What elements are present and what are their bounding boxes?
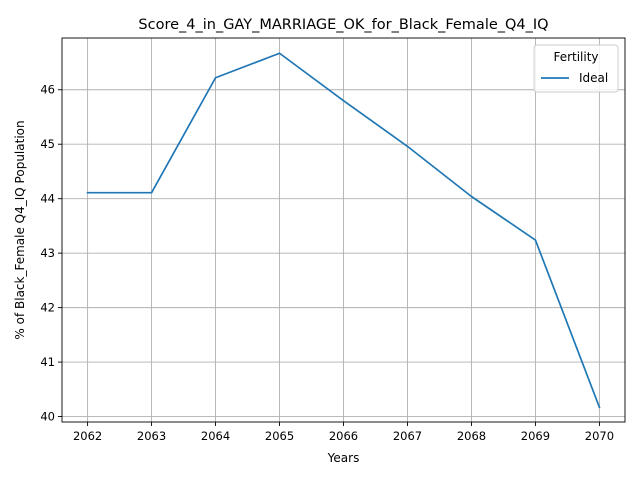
x-tick-label: 2066 [329, 429, 358, 443]
x-tick-label: 2069 [521, 429, 550, 443]
y-tick-label: 41 [40, 355, 55, 369]
legend-title: Fertility [553, 50, 598, 64]
x-axis-label: Years [327, 451, 360, 465]
y-axis-ticks: 40 41 42 43 44 45 46 [40, 83, 62, 424]
y-tick-label: 44 [40, 192, 55, 206]
series-lines [86, 52, 601, 409]
y-tick-label: 46 [40, 83, 55, 97]
chart-title: Score_4_in_GAY_MARRIAGE_OK_for_Black_Fem… [138, 17, 548, 33]
x-tick-label: 2070 [585, 429, 614, 443]
y-tick-label: 42 [40, 301, 55, 315]
plot-frame [61, 37, 626, 423]
y-tick-label: 43 [40, 246, 55, 260]
legend-entry-ideal: Ideal [579, 71, 608, 85]
y-tick-label: 40 [40, 410, 55, 424]
x-tick-label: 2062 [73, 429, 102, 443]
y-tick-label: 45 [40, 137, 55, 151]
x-tick-label: 2064 [201, 429, 230, 443]
legend-box [533, 44, 619, 93]
grid [62, 38, 625, 422]
x-tick-label: 2065 [265, 429, 294, 443]
legend: Fertility Ideal [533, 44, 619, 93]
x-axis-ticks: 2062 2063 2064 2065 2066 2067 2068 2069 2070 [73, 422, 614, 443]
x-tick-label: 2063 [137, 429, 166, 443]
x-tick-label: 2067 [393, 429, 422, 443]
x-tick-label: 2068 [457, 429, 486, 443]
y-axis-label: % of Black_Female Q4_IQ Population [13, 120, 27, 339]
